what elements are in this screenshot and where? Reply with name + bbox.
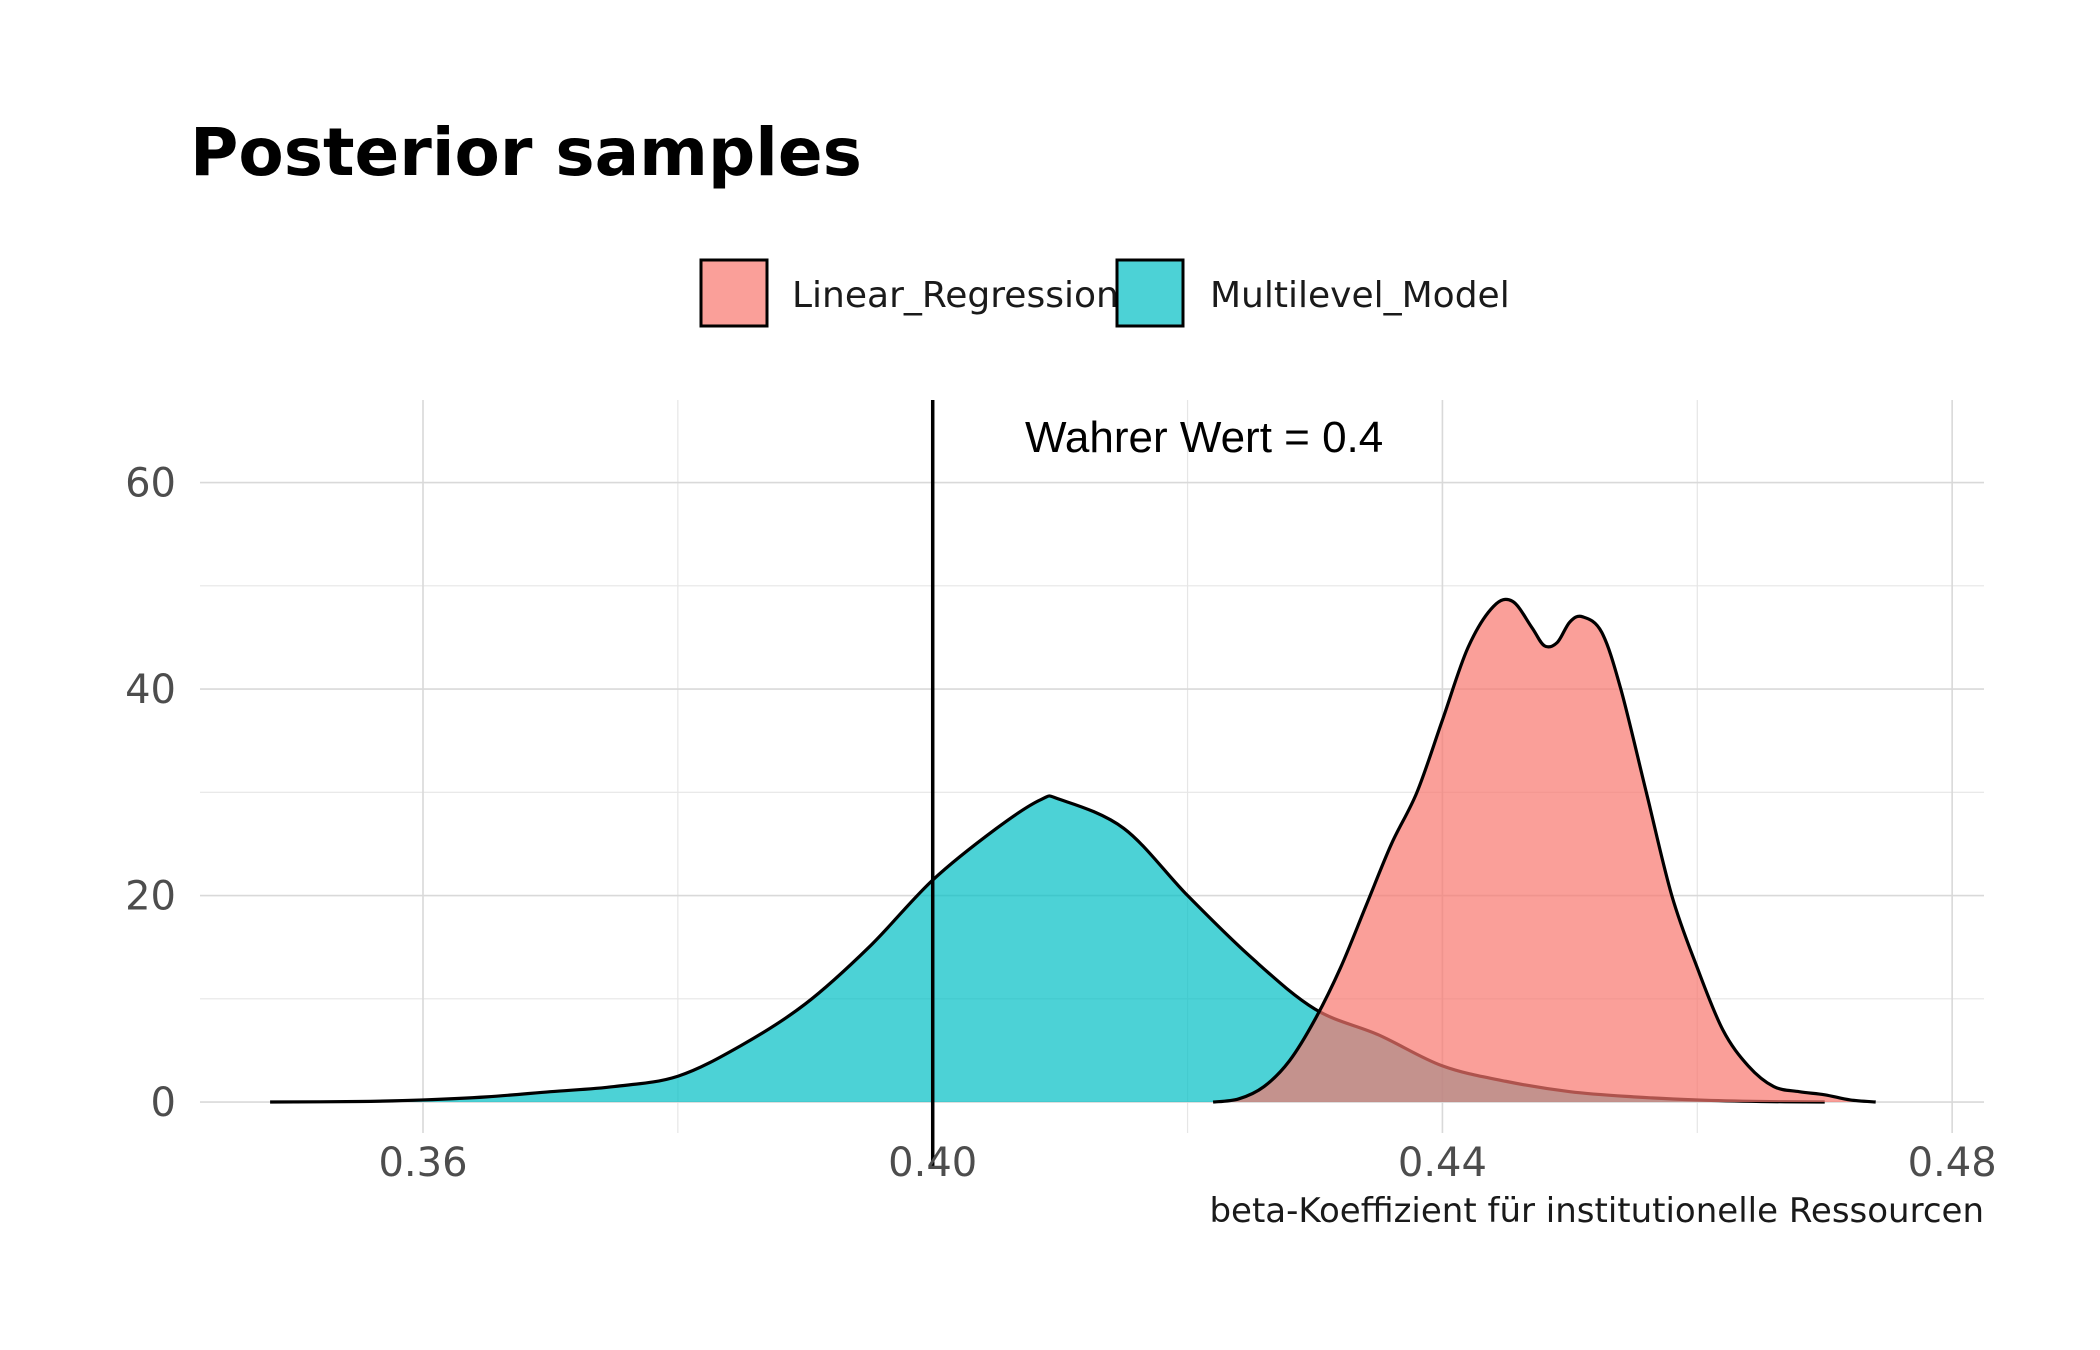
legend-key-linear-regression bbox=[699, 258, 769, 328]
x-tick-label: 0.44 bbox=[1398, 1140, 1487, 1186]
reference-line-group: Wahrer Wert = 0.4 bbox=[930, 400, 1383, 1169]
y-tick-label: 20 bbox=[125, 874, 176, 920]
x-tick-label: 0.48 bbox=[1908, 1140, 1997, 1186]
x-axis-label: beta-Koeffizient für institutionelle Res… bbox=[1209, 1191, 1984, 1231]
y-tick-label: 40 bbox=[125, 667, 176, 713]
density-areas bbox=[270, 597, 1876, 1104]
y-axis: 0 20 40 60 bbox=[125, 461, 176, 1126]
legend-label-multilevel-model: Multilevel_Model bbox=[1210, 275, 1510, 316]
y-tick-label: 60 bbox=[125, 461, 176, 507]
legend: Linear_Regression Multilevel_Model bbox=[699, 258, 1510, 328]
density-fill-linear-regression bbox=[1213, 599, 1876, 1103]
density-outline-linear-regression bbox=[1212, 597, 1876, 1104]
legend-key-multilevel-model bbox=[1115, 258, 1185, 328]
y-tick-label: 0 bbox=[151, 1080, 176, 1126]
x-tick-label: 0.36 bbox=[378, 1140, 467, 1186]
reference-line-annotation: Wahrer Wert = 0.4 bbox=[1025, 413, 1383, 462]
x-axis: 0.36 0.40 0.44 0.48 bbox=[378, 1140, 1996, 1186]
x-tick-label: 0.40 bbox=[888, 1140, 977, 1186]
density-fill-multilevel-model bbox=[270, 795, 1825, 1103]
legend-label-linear-regression: Linear_Regression bbox=[792, 275, 1119, 316]
chart-title: Posterior samples bbox=[190, 114, 862, 191]
